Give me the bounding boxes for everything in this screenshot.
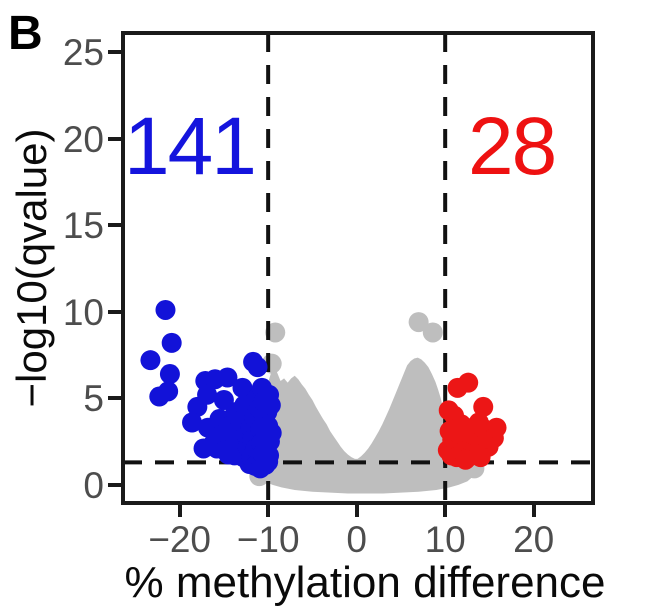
nonsig-point — [265, 322, 286, 343]
hyper-point — [439, 421, 460, 442]
hypo-point — [217, 367, 238, 388]
hyper-point — [455, 449, 476, 470]
y-tick-label: 5 — [83, 378, 104, 420]
hyper-point — [458, 372, 479, 393]
y-axis-title: −log10(qvalue) — [8, 128, 55, 408]
hyper-point — [473, 396, 494, 417]
hypo-point — [149, 386, 170, 407]
x-tick-mark — [354, 504, 359, 517]
nonsignificant-point-cloud — [263, 357, 474, 494]
hyper-point — [438, 400, 459, 421]
x-tick-mark — [531, 504, 536, 517]
panel-letter: B — [8, 7, 43, 60]
y-tick-label: 10 — [62, 291, 104, 333]
x-tick-label: 20 — [513, 519, 555, 560]
hypo-point — [182, 412, 203, 433]
hypermethylated-count-annotation: 28 — [468, 101, 557, 192]
hypomethylated-count-annotation: 141 — [124, 101, 257, 192]
y-tick-label: 15 — [62, 205, 104, 247]
y-tick-mark — [108, 223, 121, 228]
x-tick-mark — [266, 504, 271, 517]
hypo-point — [197, 384, 218, 405]
x-tick-mark — [443, 504, 448, 517]
plot-area — [121, 31, 595, 505]
y-tick-mark — [108, 309, 121, 314]
y-tick-mark — [108, 136, 121, 141]
hypo-point — [161, 332, 182, 353]
x-tick-label: −10 — [236, 519, 300, 560]
hypo-point — [140, 350, 161, 371]
x-tick-label: 10 — [424, 519, 466, 560]
x-axis-title: % methylation difference — [124, 558, 606, 607]
nonsig-point — [422, 322, 443, 343]
x-tick-label: 0 — [346, 519, 367, 560]
hypo-point — [155, 299, 176, 320]
x-tick-mark — [177, 504, 182, 517]
y-tick-mark — [108, 482, 121, 487]
y-tick-label: 20 — [62, 118, 104, 160]
hypo-point — [247, 357, 268, 378]
nonsig-point — [408, 312, 429, 333]
hypo-point — [232, 377, 253, 398]
y-tick-mark — [108, 396, 121, 401]
hypo-point — [260, 395, 281, 416]
y-tick-label: 25 — [62, 32, 104, 74]
hypo-point — [159, 364, 180, 385]
hypo-point — [261, 422, 282, 443]
plot-border — [121, 31, 595, 505]
y-tick-mark — [108, 50, 121, 55]
x-tick-label: −20 — [148, 519, 212, 560]
y-tick-label: 0 — [83, 464, 104, 506]
hyper-point — [470, 447, 491, 468]
